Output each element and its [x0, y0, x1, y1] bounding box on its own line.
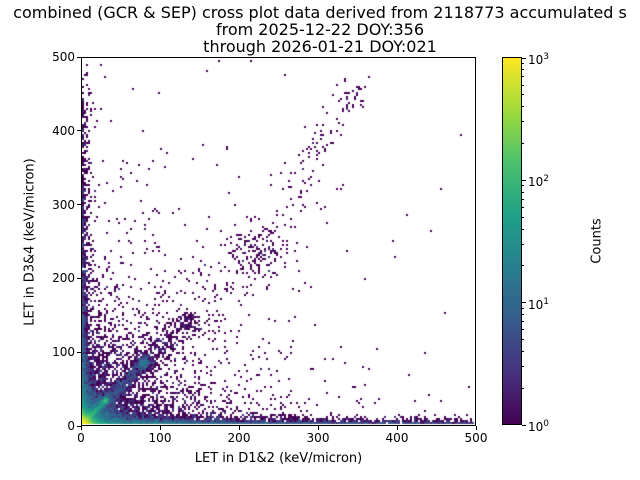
colorbar-tick-label: 101	[528, 296, 550, 312]
colorbar-minor-tick-mark	[522, 143, 524, 144]
y-tick-label: 500	[52, 50, 75, 64]
chart-title-line-3: through 2026-01-21 DOY:021	[203, 37, 437, 56]
colorbar-minor-tick-mark	[522, 76, 524, 78]
colorbar-minor-tick-mark	[522, 350, 524, 352]
x-tick-label: 300	[306, 431, 330, 445]
x-tick-mark	[475, 426, 477, 430]
x-tick-mark	[159, 426, 161, 430]
colorbar-minor-tick-mark	[522, 321, 524, 323]
colorbar-minor-tick-mark	[522, 69, 524, 71]
colorbar-tick-mark	[522, 179, 526, 181]
y-tick-mark	[77, 130, 81, 132]
colorbar-minor-tick-mark	[522, 94, 524, 96]
colorbar-label: Counts	[589, 218, 605, 264]
y-tick-label: 400	[52, 123, 75, 138]
colorbar-minor-tick-mark	[522, 338, 524, 340]
x-tick-mark	[238, 426, 240, 430]
scatter-density-canvas	[82, 58, 475, 425]
y-tick-label: 100	[52, 345, 75, 360]
colorbar-minor-tick-mark	[522, 216, 524, 218]
colorbar-minor-tick-mark	[522, 243, 524, 245]
y-tick-label: 300	[52, 197, 75, 212]
y-tick-mark	[77, 204, 81, 206]
colorbar-minor-tick-mark	[522, 265, 524, 267]
y-axis-label: LET in D3&4 (keV/micron)	[22, 158, 38, 326]
colorbar-minor-tick-mark	[522, 106, 524, 108]
chart-title-line-1: combined (GCR & SEP) cross plot data der…	[13, 3, 627, 22]
colorbar-minor-tick-mark	[522, 185, 524, 187]
colorbar-gradient	[502, 57, 522, 425]
colorbar-minor-tick-mark	[522, 314, 524, 316]
y-tick-mark	[77, 277, 81, 279]
x-tick-label: 400	[385, 431, 409, 445]
colorbar-tick-mark	[522, 424, 526, 426]
x-axis-label: LET in D1&2 (keV/micron)	[194, 451, 363, 466]
x-tick-label: 100	[148, 431, 172, 445]
x-tick-mark	[396, 426, 398, 430]
colorbar-minor-tick-mark	[522, 307, 524, 309]
colorbar-minor-tick-mark	[522, 84, 524, 86]
x-tick-mark	[317, 426, 319, 430]
colorbar-tick-label: 103	[528, 52, 550, 67]
colorbar-minor-tick-mark	[522, 198, 524, 200]
colorbar-minor-tick-mark	[522, 366, 524, 368]
x-tick-label: 0	[77, 431, 85, 445]
x-tick-label: 200	[227, 431, 251, 445]
y-tick-mark	[77, 56, 81, 58]
x-tick-label: 500	[464, 431, 488, 445]
x-tick-mark	[80, 426, 82, 430]
chart-title-line-2: from 2025-12-22 DOY:356	[215, 20, 424, 39]
colorbar-minor-tick-mark	[522, 63, 524, 65]
y-tick-label: 0	[67, 419, 75, 433]
colorbar-minor-tick-mark	[522, 228, 524, 230]
y-tick-mark	[77, 351, 81, 353]
colorbar-tick-mark	[522, 302, 526, 304]
colorbar-tick-label: 102	[528, 174, 550, 190]
colorbar-minor-tick-mark	[522, 387, 524, 389]
plot-area	[81, 57, 476, 426]
colorbar-minor-tick-mark	[522, 121, 524, 123]
colorbar-minor-tick-mark	[522, 329, 524, 331]
y-tick-mark	[77, 425, 81, 427]
colorbar-minor-tick-mark	[522, 206, 524, 208]
y-tick-label: 200	[52, 271, 75, 286]
colorbar-tick-mark	[522, 57, 526, 59]
colorbar-minor-tick-mark	[522, 191, 524, 193]
colorbar-tick-label: 100	[528, 419, 550, 434]
